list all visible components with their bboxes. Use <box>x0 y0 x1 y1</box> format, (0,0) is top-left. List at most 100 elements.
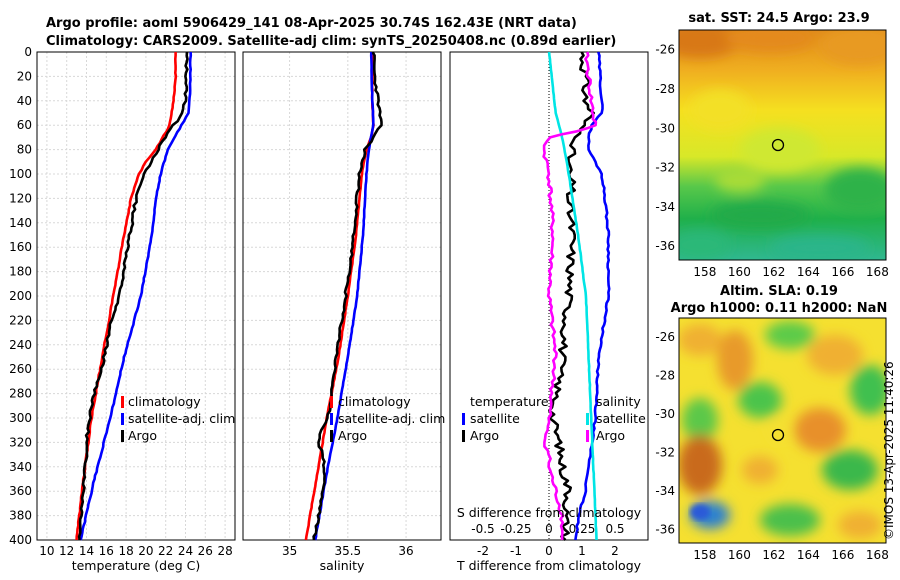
depth-tick-label: 40 <box>17 94 32 108</box>
map-y-tick-label: -26 <box>655 43 675 57</box>
map-y-tick-label: -30 <box>655 407 675 421</box>
s-difference-xlabel: S difference from climatology <box>457 505 642 520</box>
map-x-tick-label: 164 <box>797 265 820 279</box>
temperature-axes-frame <box>36 51 236 541</box>
map-x-tick-label: 162 <box>762 548 785 562</box>
x-tick-label: 26 <box>198 544 213 558</box>
x-tick-label: 14 <box>79 544 94 558</box>
map-x-tick-label: 164 <box>797 548 820 562</box>
sst-map-image <box>679 30 886 260</box>
s-diff-tick-label: -0.5 <box>471 522 494 536</box>
x-tick-label: 35 <box>282 544 297 558</box>
map-y-tick-label: -34 <box>655 484 675 498</box>
map-y-tick-label: -28 <box>655 82 675 96</box>
map-x-tick-label: 160 <box>728 265 751 279</box>
temperature-legend: climatology satellite-adj. clim Argo <box>121 394 235 443</box>
x-tick-label: 35.5 <box>334 544 361 558</box>
sst-map-ticks: 158 160 162 164 166 168 -26 -28 -30 -32 -34 -36 <box>655 43 888 279</box>
t-diff-tick-label: 1 <box>578 544 586 558</box>
map-y-tick-label: -32 <box>655 446 675 460</box>
t-diff-tick-label: 0 <box>545 544 553 558</box>
temperature-argo-line <box>77 51 189 541</box>
salinity-xlabel: salinity <box>320 558 365 573</box>
s-diff-tick-label: -0.25 <box>500 522 531 536</box>
depth-tick-label: 360 <box>9 484 32 498</box>
legend-swatch-satellite <box>121 413 124 425</box>
legend-label-satellite: satellite-adj. clim <box>128 411 235 426</box>
title-line-1: Argo profile: aoml 5906429_141 08-Apr-20… <box>46 16 577 31</box>
difference-legend-salinity: salinity satellite Argo <box>586 394 646 443</box>
sst-map-title: sat. SST: 24.5 Argo: 23.9 <box>688 11 869 26</box>
t-difference-tick-labels: -2 -1 0 1 2 <box>477 544 619 558</box>
legend-swatch-s-satellite <box>586 413 589 425</box>
salinity-legend: climatology satellite-adj. clim Argo <box>330 394 445 443</box>
salinity-panel: 35 35.5 36 salinity climatology satellite-… <box>242 51 445 573</box>
salinity-argo-line <box>312 51 383 541</box>
depth-tick-label: 0 <box>24 45 32 59</box>
x-tick-label: 28 <box>217 544 232 558</box>
legend-title-salinity: salinity <box>596 394 641 409</box>
salinity-tick-labels: 35 35.5 36 <box>282 544 414 558</box>
legend-swatch-s-argo <box>586 430 589 442</box>
x-tick-label: 10 <box>39 544 54 558</box>
temperature-xlabel: temperature (deg C) <box>72 558 201 573</box>
map-x-tick-label: 158 <box>693 548 716 562</box>
depth-tick-label: 400 <box>9 533 32 547</box>
depth-tick-label: 200 <box>9 289 32 303</box>
legend-label-argo: Argo <box>338 428 367 443</box>
x-tick-label: 22 <box>158 544 173 558</box>
sla-map-title-2: Argo h1000: 0.11 h2000: NaN <box>671 301 888 316</box>
map-x-tick-label: 168 <box>866 548 889 562</box>
map-y-tick-label: -36 <box>655 239 675 253</box>
map-y-tick-label: -36 <box>655 523 675 537</box>
legend-label-climatology: climatology <box>338 394 411 409</box>
sla-map-frame <box>678 317 887 544</box>
title-line-2: Climatology: CARS2009. Satellite-adj cli… <box>46 34 616 49</box>
t-diff-tick-label: -2 <box>477 544 489 558</box>
depth-tick-label: 80 <box>17 143 32 157</box>
sla-map-image <box>679 318 886 543</box>
imos-timestamp: ©IMOS 13-Apr-2025 11:40:26 <box>882 361 896 540</box>
legend-label-t-satellite: satellite <box>470 411 520 426</box>
legend-label-t-argo: Argo <box>470 428 499 443</box>
map-y-tick-label: -34 <box>655 200 675 214</box>
map-y-tick-label: -32 <box>655 161 675 175</box>
depth-tick-label: 320 <box>9 435 32 449</box>
s-diff-satellite-line <box>547 51 598 541</box>
t-diff-satellite-line <box>574 51 611 541</box>
map-x-tick-label: 158 <box>693 265 716 279</box>
map-y-tick-label: -26 <box>655 330 675 344</box>
map-x-tick-label: 166 <box>831 265 854 279</box>
legend-label-satellite: satellite-adj. clim <box>338 411 445 426</box>
s-diff-tick-label: 0.25 <box>569 522 596 536</box>
map-x-tick-label: 162 <box>762 265 785 279</box>
depth-tick-label: 220 <box>9 313 32 327</box>
difference-panel: -2 -1 0 1 2 T difference from climatology S … <box>449 51 649 573</box>
x-tick-label: 16 <box>99 544 114 558</box>
depth-tick-label: 140 <box>9 216 32 230</box>
depth-tick-label: 300 <box>9 411 32 425</box>
legend-swatch-t-argo <box>462 430 465 442</box>
x-tick-label: 36 <box>398 544 413 558</box>
depth-tick-label: 160 <box>9 240 32 254</box>
sla-map-panel: Altim. SLA: 0.19 Argo h1000: 0.11 h2000:… <box>655 284 888 562</box>
depth-tick-label: 240 <box>9 338 32 352</box>
legend-label-s-satellite: satellite <box>596 411 646 426</box>
map-y-tick-label: -30 <box>655 121 675 135</box>
sst-map-frame <box>678 29 887 261</box>
sla-map-ticks: 158 160 162 164 166 168 -26 -28 -30 -32 -34 -36 <box>655 330 888 562</box>
depth-tick-label: 60 <box>17 118 32 132</box>
sla-argo-location-marker <box>771 428 785 442</box>
salinity-series <box>304 51 383 541</box>
salinity-satellite-line <box>313 51 375 541</box>
temperature-tick-labels: 10 12 14 16 18 20 22 24 26 28 <box>39 544 232 558</box>
legend-title-temperature: temperature <box>470 394 549 409</box>
sla-map-title-1: Altim. SLA: 0.19 <box>720 284 838 299</box>
difference-legend-temperature: temperature satellite Argo <box>462 394 549 443</box>
salinity-axes-frame <box>242 51 442 541</box>
legend-label-s-argo: Argo <box>596 428 625 443</box>
sst-map-panel: sat. SST: 24.5 Argo: 23.9 158 160 162 164 16… <box>655 11 888 279</box>
legend-swatch-t-satellite <box>462 413 465 425</box>
s-diff-tick-label: 0.5 <box>605 522 624 536</box>
